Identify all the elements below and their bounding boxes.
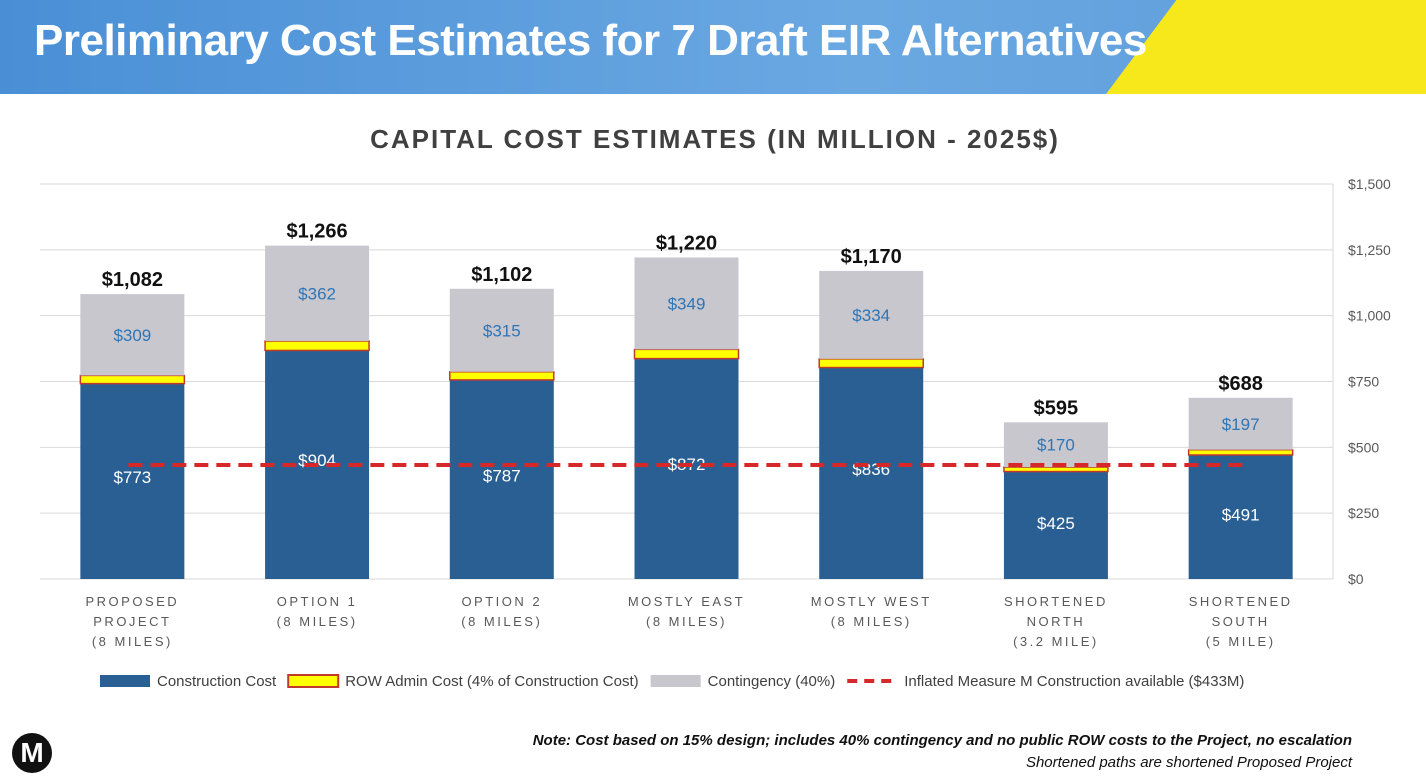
contingency-label: $309 [113,326,151,345]
note-line-1: Note: Cost based on 15% design; includes… [532,732,1352,749]
bar-row-admin [449,371,555,381]
total-label: $1,266 [286,221,347,243]
construction-label: $773 [113,468,151,487]
contingency-label: $197 [1222,415,1260,434]
legend-label: ROW Admin Cost (4% of Construction Cost) [345,673,638,690]
bar-row-admin [633,348,740,360]
legend-swatch-row-admin [287,674,340,688]
category-label: (8 MILES) [646,614,727,629]
construction-label: $836 [852,460,890,479]
bar-contingency [819,270,924,359]
category-label: (8 MILES) [831,614,912,629]
bar-contingency [80,294,185,376]
total-label: $595 [1034,397,1079,419]
page-title: Preliminary Cost Estimates for 7 Draft E… [34,16,1147,65]
category-label: NORTH [1027,614,1085,629]
contingency-label: $170 [1037,436,1075,455]
header-banner: Preliminary Cost Estimates for 7 Draft E… [0,0,1426,94]
category-label: OPTION 2 [461,594,542,609]
y-tick-label: $250 [1348,505,1379,521]
construction-label: $425 [1037,514,1075,533]
legend-swatch-contingency [650,675,701,687]
y-tick-label: $1,000 [1348,308,1391,324]
bar-construction [1188,454,1293,579]
construction-label: $787 [483,466,521,485]
bar-construction [1003,471,1108,579]
construction-label: $491 [1222,505,1260,524]
category-label: PROJECT [93,614,171,629]
category-label: SHORTENED [1189,594,1293,609]
bar-row-admin [79,374,186,385]
category-label: (8 MILES) [461,614,542,629]
category-label: (8 MILES) [92,634,173,649]
total-label: $1,170 [841,246,902,268]
bar-contingency [1188,397,1293,450]
metro-logo: M [12,733,52,773]
legend-swatch-construction [100,675,150,687]
bar-construction [449,379,554,579]
note-line-2: Shortened paths are shortened Proposed P… [1025,754,1352,771]
legend-label: Inflated Measure M Construction availabl… [904,673,1244,690]
legend-label: Contingency (40%) [708,673,836,690]
bar-row-admin [818,358,924,369]
category-label: (8 MILES) [277,614,358,629]
total-label: $1,102 [471,264,532,286]
category-label: MOSTLY EAST [628,594,745,609]
bar-row-admin [264,340,370,352]
bar-construction [819,367,924,579]
contingency-label: $362 [298,284,336,303]
y-tick-label: $0 [1348,571,1364,587]
y-tick-label: $500 [1348,439,1379,455]
bar-contingency [634,257,739,350]
footnote: Note: Cost based on 15% design; includes… [533,730,1352,774]
bar-contingency [449,288,554,372]
category-label: SOUTH [1212,614,1270,629]
y-tick-label: $750 [1348,374,1379,390]
capital-cost-chart: CAPITAL COST ESTIMATES (IN MILLION - 202… [40,124,1391,690]
chart-title: CAPITAL COST ESTIMATES (IN MILLION - 202… [370,124,1060,154]
category-label: (3.2 MILE) [1013,634,1099,649]
category-label: MOSTLY WEST [811,594,932,609]
y-tick-label: $1,500 [1348,176,1391,192]
total-label: $1,082 [102,269,163,291]
bar-construction [634,358,739,579]
contingency-label: $315 [483,321,521,340]
y-tick-label: $1,250 [1348,242,1391,258]
contingency-label: $334 [852,306,890,325]
bar-row-admin [1187,448,1294,456]
total-label: $688 [1218,373,1263,395]
bar-construction [80,383,185,579]
construction-label: $904 [298,451,336,470]
contingency-label: $349 [668,294,706,313]
legend-label: Construction Cost [157,673,277,690]
category-label: OPTION 1 [277,594,358,609]
bar-row-admin [1003,466,1109,473]
bar-contingency [1003,422,1108,468]
total-label: $1,220 [656,233,717,255]
category-label: (5 MILE) [1206,634,1276,649]
bar-contingency [265,245,370,341]
category-label: PROPOSED [86,594,180,609]
category-label: SHORTENED [1004,594,1108,609]
